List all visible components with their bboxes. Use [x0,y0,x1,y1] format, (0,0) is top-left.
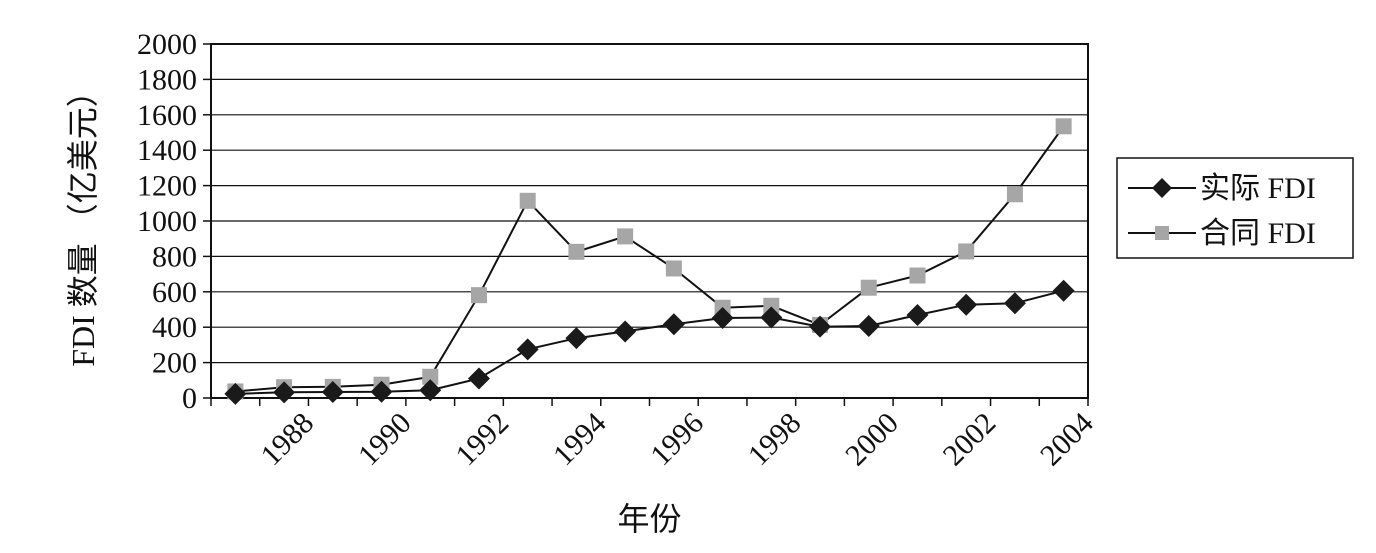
legend-marker-actual [1152,178,1172,198]
data-point-actual [1003,292,1026,315]
y-tick-label: 1200 [137,170,197,203]
y-tick-label: 1000 [137,205,197,238]
legend-box [1116,157,1354,259]
series-line [235,289,1064,395]
legend-marker-contract [1155,226,1169,240]
x-tick-label: 1998 [742,406,808,472]
data-point-contract [958,243,975,260]
x-tick-label: 2002 [937,406,1003,472]
y-tick-label: 200 [152,347,197,380]
gridlines [211,78,1088,364]
series-layer [224,118,1075,405]
data-point-contract [763,297,780,314]
y-tick-label: 2000 [137,28,197,61]
data-point-contract [1006,186,1023,203]
x-tick-label: 2000 [839,406,905,472]
data-point-contract [568,243,585,260]
x-tick-label: 1992 [449,406,515,472]
data-point-contract [860,279,877,296]
data-point-actual [760,306,783,329]
data-point-contract [665,260,682,277]
plot-area-frame [210,43,1089,399]
data-point-actual [809,315,832,338]
y-tick-label: 800 [152,240,197,273]
y-tick-label: 1400 [137,134,197,167]
x-axis-title: 年份 [617,501,681,537]
data-point-contract [519,192,536,209]
x-tick-label: 1988 [254,406,320,472]
legend-label-actual: 实际 FDI [1200,172,1316,205]
data-point-actual [224,382,247,405]
data-point-actual [614,320,637,343]
data-point-actual [370,380,393,403]
data-point-actual [1052,279,1075,302]
y-tick-label: 1600 [137,99,197,132]
data-point-actual [467,367,490,390]
data-point-contract [422,368,439,385]
x-tick-label: 1994 [547,406,613,472]
y-tick-label: 400 [152,311,197,344]
data-point-actual [516,338,539,361]
legend: 实际 FDI 合同 FDI [1116,157,1354,259]
legend-label-contract: 合同 FDI [1200,217,1316,250]
x-tick-label: 1990 [352,406,418,472]
series-line [235,125,1065,393]
y-tick-label: 1800 [137,63,197,96]
series-actual-fdi [224,279,1075,405]
data-point-actual [955,293,978,316]
data-point-contract [909,267,926,284]
data-point-contract [470,287,487,304]
data-point-actual [273,381,296,404]
data-point-actual [321,380,344,403]
data-point-actual [662,313,685,336]
x-axis-ticks: 1988 1990 1992 1994 1996 1998 2000 2002 2004 [210,398,1100,472]
data-point-contract [1055,118,1072,135]
data-point-actual [906,303,929,326]
y-tick-label: 0 [182,382,197,415]
y-tick-label: 600 [152,276,197,309]
series-contract-fdi [227,118,1072,400]
data-point-actual [857,314,880,337]
data-point-actual [565,327,588,350]
data-point-actual [419,379,442,402]
y-axis-title: FDI 数量 （亿美元） [65,75,101,367]
x-tick-label: 1996 [644,406,710,472]
data-point-contract [617,228,634,245]
x-tick-label: 2004 [1034,406,1100,472]
data-point-actual [711,306,734,329]
